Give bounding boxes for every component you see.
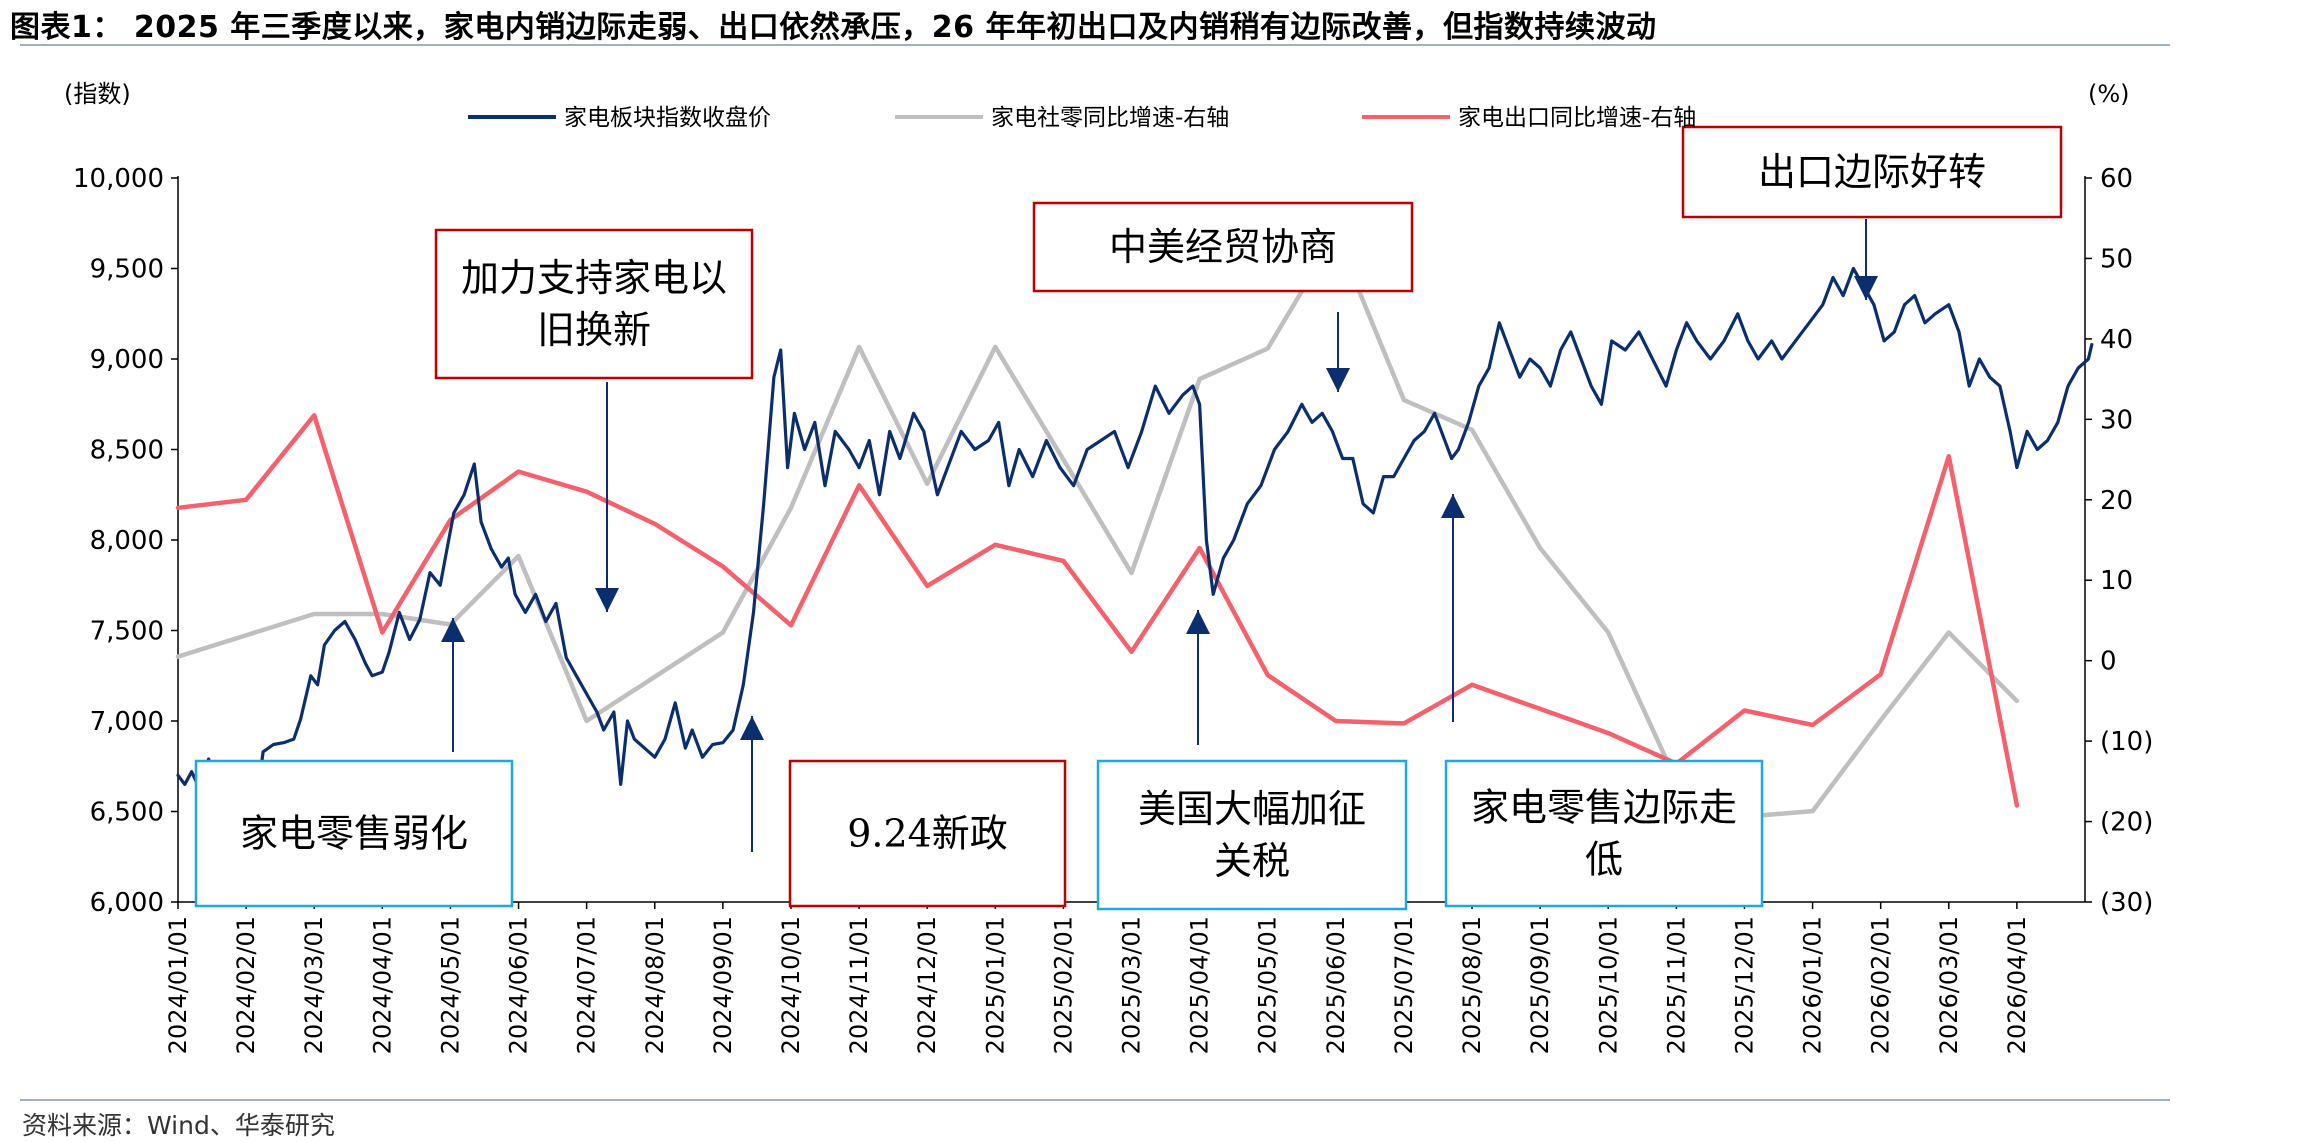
annotation-text: 中美经贸协商: [1109, 225, 1337, 269]
annotation-box: [1032, 201, 1414, 293]
legend-label-2: 家电出口同比增速-右轴: [1458, 105, 1696, 131]
x-tick-label: 2024/07/01: [573, 916, 601, 1054]
x-tick-label: 2024/10/01: [777, 916, 805, 1054]
annotation-box: [1096, 759, 1408, 911]
left-tick-label: 6,000: [90, 888, 164, 918]
x-tick-label: 2026/04/01: [2003, 916, 2031, 1054]
annotation-text: 旧换新: [537, 308, 651, 352]
annotation-arrow-head: [441, 618, 465, 642]
x-tick-label: 2024/06/01: [505, 916, 533, 1054]
x-tick-label: 2026/03/01: [1935, 916, 1963, 1054]
series-line-2: [175, 413, 2020, 808]
annotation-box: [434, 228, 754, 380]
annotation-arrow-head: [595, 588, 619, 612]
annotation-box: [1444, 759, 1764, 908]
x-tick-label: 2024/02/01: [232, 916, 260, 1054]
left-tick-label: 9,000: [90, 345, 164, 375]
x-tick-label: 2025/12/01: [1730, 916, 1758, 1054]
right-tick-label: (10): [2100, 727, 2153, 757]
x-tick-label: 2025/11/01: [1662, 916, 1690, 1054]
annotation-arrow-head: [1326, 368, 1350, 392]
right-tick-label: 30: [2100, 405, 2133, 435]
annotation-arrow-head: [1186, 610, 1210, 634]
legend: 家电板块指数收盘价 家电社零同比增速-右轴 家电出口同比增速-右轴: [468, 105, 1696, 131]
annotation-text: 低: [1585, 838, 1623, 882]
left-tick-label: 7,500: [90, 617, 164, 647]
x-tick-label: 2024/11/01: [845, 916, 873, 1054]
x-tick-label: 2025/01/01: [981, 916, 1009, 1054]
left-tick-label: 9,500: [90, 255, 164, 285]
right-tick-label: 60: [2100, 164, 2133, 194]
left-tick-label: 6,500: [90, 798, 164, 828]
annotation-text: 家电零售边际走: [1471, 786, 1737, 830]
x-tick-label: 2025/04/01: [1186, 916, 1214, 1054]
annotation-box: [788, 759, 1067, 908]
right-tick-label: 40: [2100, 325, 2133, 355]
left-tick-label: 8,500: [90, 436, 164, 466]
annotation-text: 家电零售弱化: [240, 812, 468, 856]
legend-label-0: 家电板块指数收盘价: [564, 105, 771, 131]
x-tick-label: 2025/07/01: [1390, 916, 1418, 1054]
x-tick-label: 2024/05/01: [436, 916, 464, 1054]
right-tick-label: 20: [2100, 486, 2133, 516]
x-tick-label: 2024/04/01: [368, 916, 396, 1054]
annotation-text: 加力支持家电以: [461, 256, 727, 300]
x-tick-label: 2024/12/01: [913, 916, 941, 1054]
x-tick-label: 2024/01/01: [164, 916, 192, 1054]
right-tick-label: 10: [2100, 566, 2133, 596]
x-tick-label: 2024/08/01: [641, 916, 669, 1054]
series-line-0: [176, 266, 2094, 814]
source-divider: [20, 1099, 2170, 1101]
annotation-box: [1681, 125, 2063, 219]
x-tick-label: 2025/09/01: [1526, 916, 1554, 1054]
left-tick-label: 10,000: [73, 164, 164, 194]
source-note: 资料来源：Wind、华泰研究: [22, 1111, 335, 1140]
x-tick-label: 2025/03/01: [1118, 916, 1146, 1054]
annotation-text: 出口边际好转: [1758, 150, 1986, 194]
right-tick-label: 50: [2100, 244, 2133, 274]
left-axis-unit: (指数): [64, 80, 131, 108]
chart-title: 图表1： 2025 年三季度以来，家电内销边际走弱、出口依然承压，26 年年初出…: [10, 10, 1657, 45]
x-tick-label: 2025/08/01: [1458, 916, 1486, 1054]
annotation-text: 关税: [1214, 839, 1290, 883]
x-tick-label: 2024/03/01: [300, 916, 328, 1054]
left-tick-label: 7,000: [90, 707, 164, 737]
annotation-text: 9.24新政: [847, 812, 1008, 856]
x-tick-label: 2025/05/01: [1254, 916, 1282, 1054]
annotation-box: [194, 759, 514, 908]
right-tick-label: (20): [2100, 808, 2153, 838]
legend-label-1: 家电社零同比增速-右轴: [991, 105, 1229, 131]
right-tick-label: (30): [2100, 888, 2153, 918]
x-tick-label: 2025/02/01: [1049, 916, 1077, 1054]
x-tick-label: 2025/10/01: [1594, 916, 1622, 1054]
right-axis-unit: (%): [2088, 80, 2130, 108]
x-tick-label: 2024/09/01: [709, 916, 737, 1054]
x-tick-label: 2025/06/01: [1322, 916, 1350, 1054]
x-tick-label: 2026/02/01: [1867, 916, 1895, 1054]
annotation-text: 美国大幅加征: [1138, 787, 1366, 831]
annotation-arrow-head: [740, 716, 764, 740]
right-tick-label: 0: [2100, 647, 2117, 677]
annotation-arrow-head: [1854, 276, 1878, 300]
title-divider: [20, 44, 2170, 46]
annotation-arrow-head: [1441, 494, 1465, 518]
x-tick-label: 2026/01/01: [1799, 916, 1827, 1054]
axes: 6,000 6,500 7,000 7,500 8,000 8,500 9,000 9,500…: [64, 80, 2153, 1054]
left-tick-label: 8,000: [90, 526, 164, 556]
